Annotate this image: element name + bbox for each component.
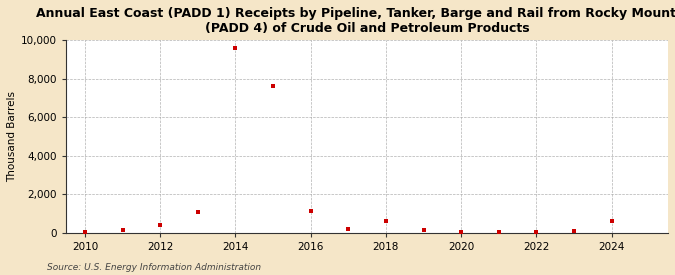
Point xyxy=(418,227,429,232)
Point xyxy=(456,230,466,235)
Point xyxy=(343,227,354,231)
Title: Annual East Coast (PADD 1) Receipts by Pipeline, Tanker, Barge and Rail from Roc: Annual East Coast (PADD 1) Receipts by P… xyxy=(36,7,675,35)
Point xyxy=(493,230,504,235)
Point xyxy=(568,229,579,234)
Point xyxy=(268,84,279,89)
Point xyxy=(381,219,392,223)
Point xyxy=(305,209,316,214)
Point xyxy=(117,227,128,232)
Point xyxy=(230,46,241,50)
Point xyxy=(155,223,165,227)
Point xyxy=(606,219,617,223)
Text: Source: U.S. Energy Information Administration: Source: U.S. Energy Information Administ… xyxy=(47,263,261,272)
Y-axis label: Thousand Barrels: Thousand Barrels xyxy=(7,91,17,182)
Point xyxy=(531,229,542,234)
Point xyxy=(192,210,203,214)
Point xyxy=(80,230,90,235)
